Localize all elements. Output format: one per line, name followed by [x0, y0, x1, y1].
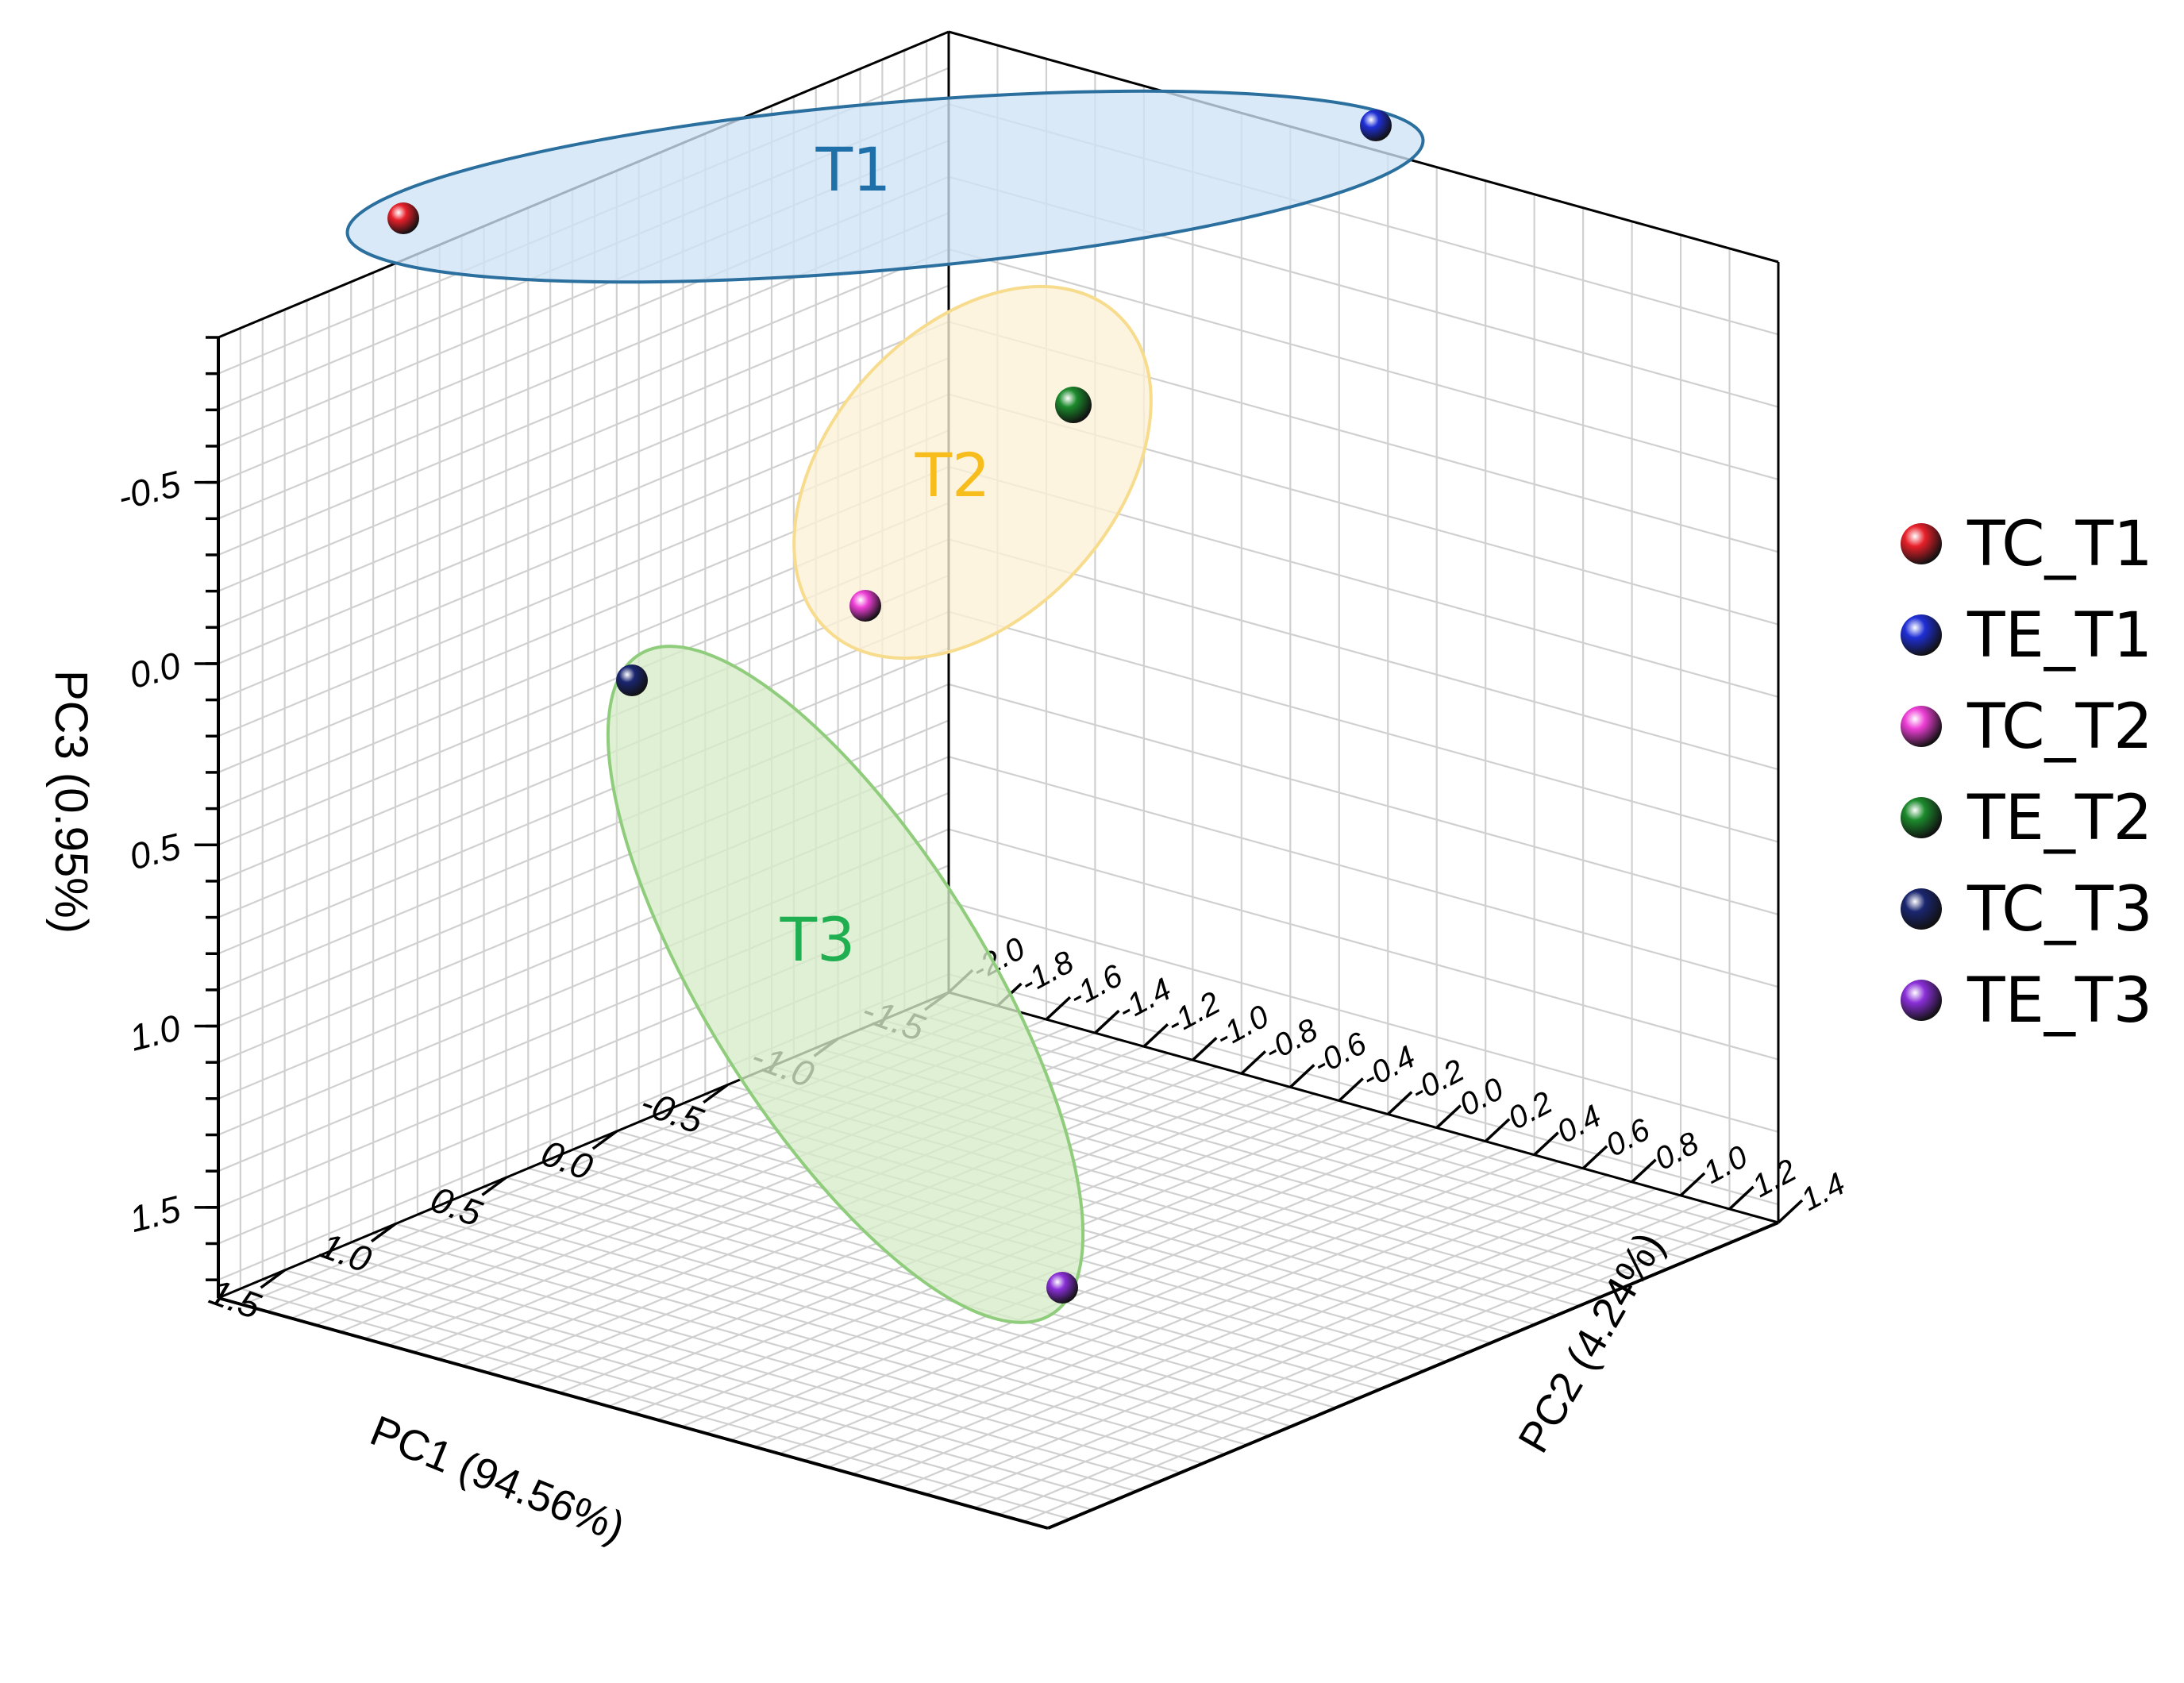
grid-line-y-floor — [803, 1153, 1535, 1462]
grid-line-z-right-wall — [948, 683, 1779, 915]
pc1-major-tick — [260, 1269, 286, 1289]
pc2-major-tick — [1679, 1172, 1706, 1197]
legend-marker-te_t1 — [1901, 614, 1942, 656]
legend-label-te_t2: TE_T2 — [1966, 783, 2152, 854]
pc2-major-tick — [1240, 1050, 1267, 1075]
grid-line-z-right-wall — [948, 538, 1779, 771]
pc2-major-tick — [1728, 1185, 1755, 1211]
pc3-tick-label: 0.0 — [125, 644, 185, 696]
pc2-major-tick — [1484, 1118, 1511, 1142]
group-label-t1: T1 — [815, 134, 892, 205]
grid-line-y-floor — [779, 1147, 1511, 1455]
grid-line-z-right-wall — [948, 756, 1779, 988]
group-label-t3: T3 — [780, 904, 856, 975]
legend-marker-tc_t3 — [1901, 888, 1942, 930]
data-points — [387, 110, 1392, 1304]
pc2-major-tick — [1289, 1064, 1315, 1088]
ellipse-t1 — [345, 89, 1425, 284]
pc1-major-tick — [703, 1084, 729, 1104]
grid-line-y-floor — [949, 1194, 1681, 1502]
point-tc_t2 — [849, 590, 881, 622]
grid-line-y-floor — [925, 1188, 1657, 1496]
floor-right-edge — [948, 991, 1779, 1224]
grid-line-z-left-wall — [218, 356, 949, 664]
pc2-major-tick — [1338, 1077, 1364, 1102]
legend-label-te_t1: TE_T1 — [1966, 600, 2152, 672]
grid-line-y-floor — [999, 1207, 1730, 1515]
group-label-t2: T2 — [915, 440, 991, 510]
grid-line-z-right-wall — [948, 900, 1779, 1133]
pc2-major-tick — [1581, 1145, 1608, 1170]
pc2-tick-label: 1.4 — [1796, 1166, 1851, 1218]
legend: TC_T1 TE_T1 TC_T2 TE_T2 TC_T3 TE_T3 — [1901, 509, 2153, 1037]
pc2-axis-line — [1047, 1221, 1779, 1530]
point-tc_t3 — [616, 664, 648, 696]
point-te_t1 — [1360, 110, 1392, 141]
pc3-axis-title: PC3 (0.95%) — [45, 670, 97, 934]
pc2-major-tick — [1533, 1131, 1559, 1156]
pc2-major-tick — [1777, 1199, 1804, 1224]
point-tc_t1 — [387, 202, 419, 234]
grid-line-y-floor — [1023, 1215, 1755, 1523]
pc3-tick-label: 1.0 — [125, 1007, 185, 1059]
legend-marker-tc_t1 — [1901, 523, 1942, 564]
pc1-axis-title: PC1 (94.56%) — [364, 1407, 631, 1552]
grid-line-y-floor — [461, 1059, 1193, 1367]
grid-line-z-right-wall — [948, 828, 1779, 1061]
ellipse-t2 — [792, 284, 1153, 660]
grid-line-z-left-wall — [218, 683, 949, 991]
grid-line-z-left-wall — [218, 248, 949, 556]
grid-line-y-floor — [852, 1167, 1584, 1475]
pc2-major-tick — [1631, 1158, 1657, 1184]
ellipse-t3 — [606, 645, 1085, 1324]
legend-marker-tc_t2 — [1901, 706, 1942, 747]
pc2-major-tick — [1094, 1009, 1120, 1034]
point-te_t2 — [1055, 387, 1092, 423]
point-te_t3 — [1046, 1272, 1078, 1304]
pc2-major-tick — [1387, 1091, 1413, 1115]
grid-line-z-left-wall — [218, 610, 949, 919]
grid-line-z-right-wall — [948, 248, 1779, 481]
legend-label-tc_t3: TC_T3 — [1966, 874, 2153, 945]
grid-line-y-floor — [901, 1180, 1633, 1489]
pc1-major-tick — [481, 1176, 507, 1196]
grid-line-z-right-wall — [948, 973, 1779, 1206]
grid-line-y-floor — [876, 1174, 1608, 1482]
grid-line-y-floor — [974, 1201, 1706, 1509]
grid-line-z-left-wall — [218, 284, 949, 592]
legend-label-te_t3: TE_T3 — [1966, 965, 2152, 1037]
grid-line-y-floor — [754, 1140, 1486, 1448]
pc3-tick-label: -0.5 — [114, 463, 185, 518]
pc1-major-tick — [591, 1130, 618, 1150]
right-wall-plane — [949, 32, 1778, 1223]
legend-label-tc_t2: TC_T2 — [1966, 691, 2153, 763]
pc2-major-tick — [1435, 1104, 1462, 1129]
grid-line-z-left-wall — [218, 647, 949, 955]
legend-marker-te_t3 — [1901, 980, 1942, 1021]
pc1-axis-line — [218, 1296, 1049, 1530]
pc2-major-tick — [1045, 996, 1072, 1021]
pc3-tick-label: 1.5 — [125, 1188, 185, 1240]
grid-line-y-floor — [827, 1161, 1559, 1469]
pc1-major-tick — [370, 1223, 397, 1243]
pc2-major-tick — [1142, 1023, 1169, 1048]
legend-label-tc_t1: TC_T1 — [1966, 509, 2153, 580]
pc3-tick-label: 0.5 — [125, 825, 185, 877]
pc2-major-tick — [1192, 1037, 1218, 1061]
grid-line-y-floor — [730, 1134, 1462, 1442]
legend-marker-te_t2 — [1901, 797, 1942, 838]
grid-line-z-right-wall — [948, 610, 1779, 843]
group-ellipses: T1 T2 T3 — [345, 89, 1425, 1324]
grid-line-z-left-wall — [218, 321, 949, 629]
